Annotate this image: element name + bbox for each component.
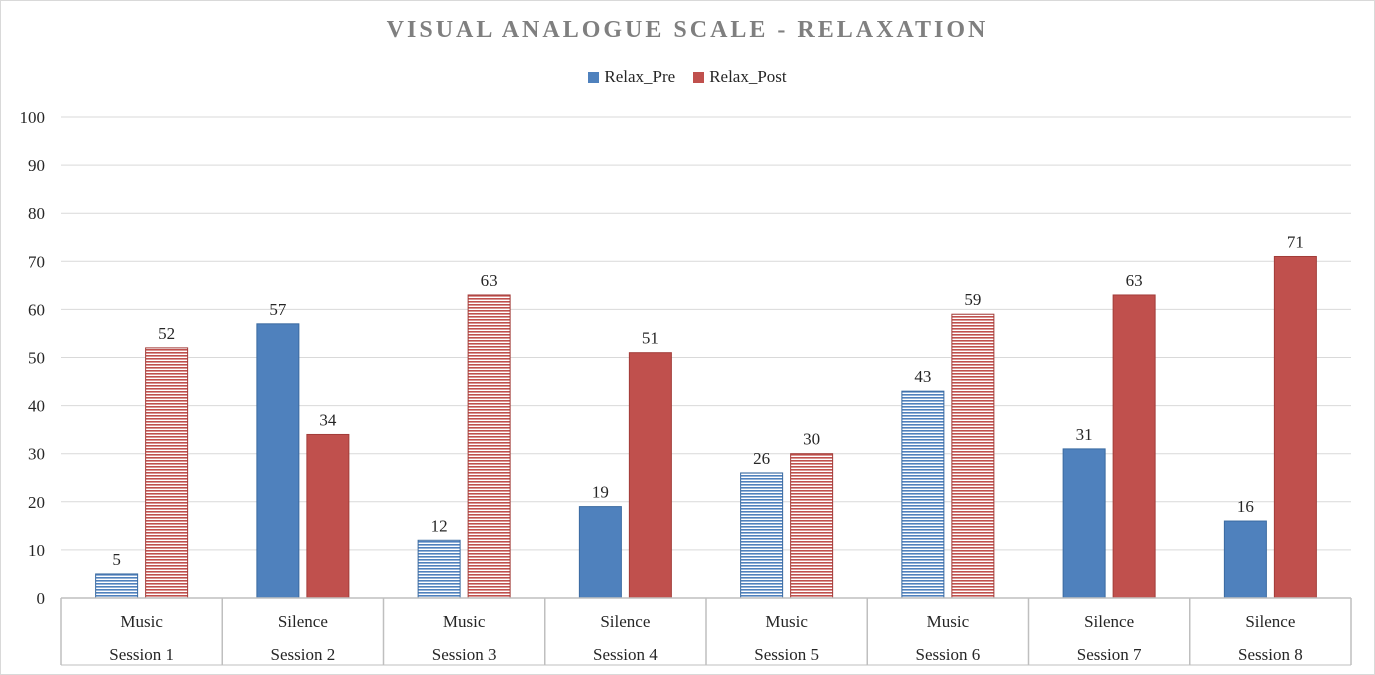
data-label-relax_pre-3: 12 [431, 516, 448, 535]
chart-title: VISUAL ANALOGUE SCALE - RELAXATION [386, 17, 989, 43]
y-tick-label-40: 40 [28, 397, 45, 416]
y-tick-label-60: 60 [28, 300, 45, 319]
data-label-relax_post-8: 71 [1287, 232, 1304, 251]
bar-relax_pre-6 [901, 390, 945, 599]
bar-relax_pre-7 [1062, 448, 1106, 599]
data-label-relax_pre-7: 31 [1076, 425, 1093, 444]
data-label-relax_post-4: 51 [642, 329, 659, 348]
x-session-label-6: Session 6 [916, 645, 981, 664]
y-tick-label-70: 70 [28, 252, 45, 271]
x-condition-label-3: Music [443, 612, 486, 631]
data-label-relax_post-2: 34 [319, 410, 337, 429]
legend: Relax_Pre Relax_Post [1, 67, 1374, 87]
x-session-label-7: Session 7 [1077, 645, 1142, 664]
bar-relax_pre-8 [1223, 520, 1267, 599]
bar-relax_post-2 [306, 433, 350, 599]
data-label-relax_post-6: 59 [964, 290, 981, 309]
bar-relax_post-3 [467, 294, 511, 599]
data-label-relax_pre-4: 19 [592, 483, 609, 502]
data-label-relax_pre-8: 16 [1237, 497, 1254, 516]
bar-relax_post-6 [951, 313, 995, 599]
bar-relax_post-8 [1273, 255, 1317, 599]
data-label-relax_pre-2: 57 [269, 300, 287, 319]
x-condition-label-4: Silence [600, 612, 650, 631]
x-session-label-8: Session 8 [1238, 645, 1303, 664]
legend-label-post: Relax_Post [709, 67, 787, 86]
legend-swatch-pre [588, 71, 600, 83]
legend-label-pre: Relax_Pre [604, 67, 676, 86]
y-tick-label-80: 80 [28, 204, 45, 223]
bar-relax_pre-3 [417, 539, 461, 599]
legend-item-post: Relax_Post [693, 67, 787, 87]
data-label-relax_post-5: 30 [803, 430, 820, 449]
x-condition-label-6: Music [927, 612, 970, 631]
data-label-relax_pre-1: 5 [112, 550, 121, 569]
x-condition-label-7: Silence [1084, 612, 1134, 631]
data-label-relax_post-1: 52 [158, 324, 175, 343]
y-tick-label-90: 90 [28, 156, 45, 175]
y-tick-label-100: 100 [20, 108, 46, 127]
data-label-relax_post-7: 63 [1126, 271, 1143, 290]
data-label-relax_pre-5: 26 [753, 449, 770, 468]
bar-relax_post-4 [628, 352, 672, 599]
bar-relax_pre-2 [256, 323, 300, 599]
x-session-label-1: Session 1 [109, 645, 174, 664]
legend-swatch-post [693, 71, 705, 83]
x-condition-label-2: Silence [278, 612, 328, 631]
bar-relax_pre-1 [95, 573, 139, 599]
y-tick-label-10: 10 [28, 541, 45, 560]
x-session-label-5: Session 5 [754, 645, 819, 664]
y-tick-label-20: 20 [28, 493, 45, 512]
x-session-label-4: Session 4 [593, 645, 658, 664]
y-tick-label-0: 0 [37, 589, 46, 608]
x-condition-label-8: Silence [1245, 612, 1295, 631]
y-tick-label-30: 30 [28, 445, 45, 464]
legend-item-pre: Relax_Pre [588, 67, 675, 87]
x-condition-label-5: Music [765, 612, 808, 631]
x-condition-label-1: Music [120, 612, 163, 631]
y-tick-label-50: 50 [28, 349, 45, 368]
bar-relax_post-5 [790, 453, 834, 599]
bar-relax_pre-4 [578, 506, 622, 599]
bar-relax_post-1 [145, 347, 189, 599]
bar-relax_pre-5 [740, 472, 784, 599]
x-session-label-2: Session 2 [271, 645, 336, 664]
data-label-relax_pre-6: 43 [914, 367, 931, 386]
x-session-label-3: Session 3 [432, 645, 497, 664]
data-label-relax_post-3: 63 [481, 271, 498, 290]
bar-relax_post-7 [1112, 294, 1156, 599]
